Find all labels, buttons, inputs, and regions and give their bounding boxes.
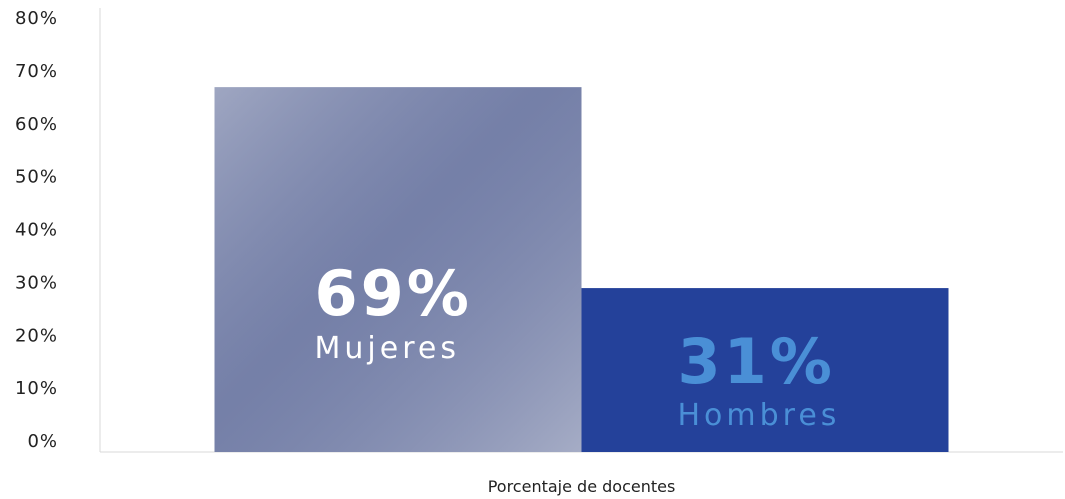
bar bbox=[581, 288, 949, 452]
series-label: Hombres bbox=[678, 398, 841, 433]
photo-overlay bbox=[214, 87, 582, 452]
y-tick-label: 10% bbox=[15, 378, 58, 399]
y-tick-label: 70% bbox=[15, 61, 58, 82]
y-tick-label: 40% bbox=[15, 220, 58, 241]
value-label: 69% bbox=[315, 257, 472, 330]
y-tick-label: 0% bbox=[27, 431, 58, 452]
series-label: Mujeres bbox=[315, 331, 460, 366]
y-tick-label: 60% bbox=[15, 114, 58, 135]
x-tick-label: Porcentaje de docentes bbox=[488, 477, 676, 496]
y-tick-label: 20% bbox=[15, 325, 58, 346]
value-label: 31% bbox=[678, 325, 835, 398]
y-tick-label: 50% bbox=[15, 167, 58, 188]
y-tick-label: 80% bbox=[15, 8, 58, 29]
y-tick-label: 30% bbox=[15, 272, 58, 293]
